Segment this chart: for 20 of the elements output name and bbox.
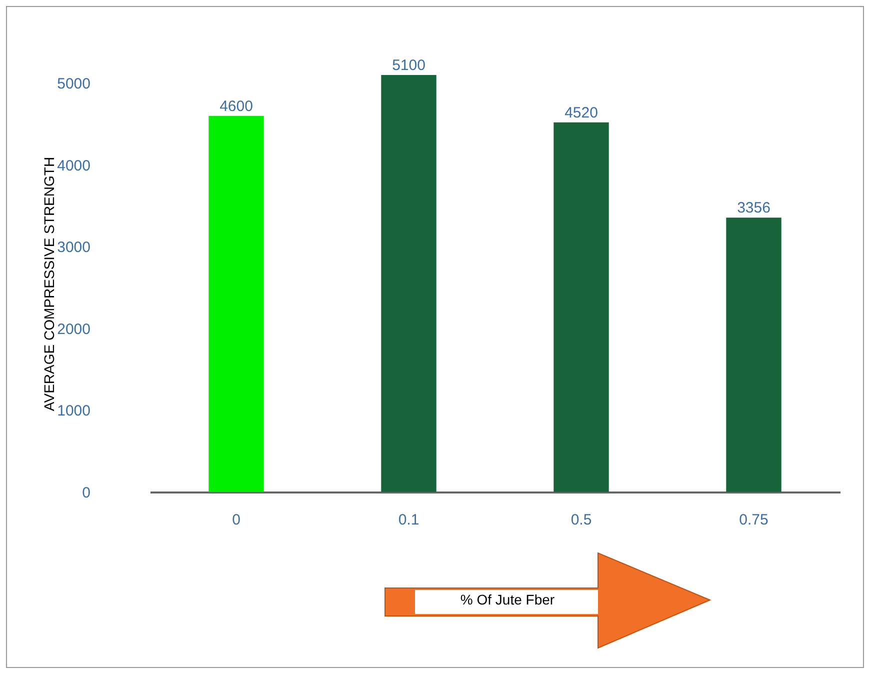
x-tick-label: 0.5 [570,512,592,528]
x-tick-label: 0.1 [398,512,420,528]
x-axis-title: % Of Jute Fber [460,592,555,608]
y-tick-label: 5000 [57,76,90,93]
y-axis-title: AVERAGE COMPRESSIVE STRENGTH [41,156,58,412]
x-tick-label: 0 [232,512,240,528]
y-tick-label: 3000 [57,239,90,256]
bar [726,218,782,492]
bar [381,75,436,492]
data-label: 3356 [737,200,770,217]
data-label: 4520 [564,104,598,122]
bar [208,116,264,492]
y-tick-label: 1000 [57,402,90,420]
y-tick-label: 0 [82,484,90,502]
bar [554,122,609,492]
y-tick-label: 4000 [57,157,90,174]
data-label: 5100 [392,57,426,74]
data-label: 4600 [220,98,253,115]
y-tick-label: 2000 [57,320,90,338]
x-tick-label: 0.75 [739,512,768,528]
